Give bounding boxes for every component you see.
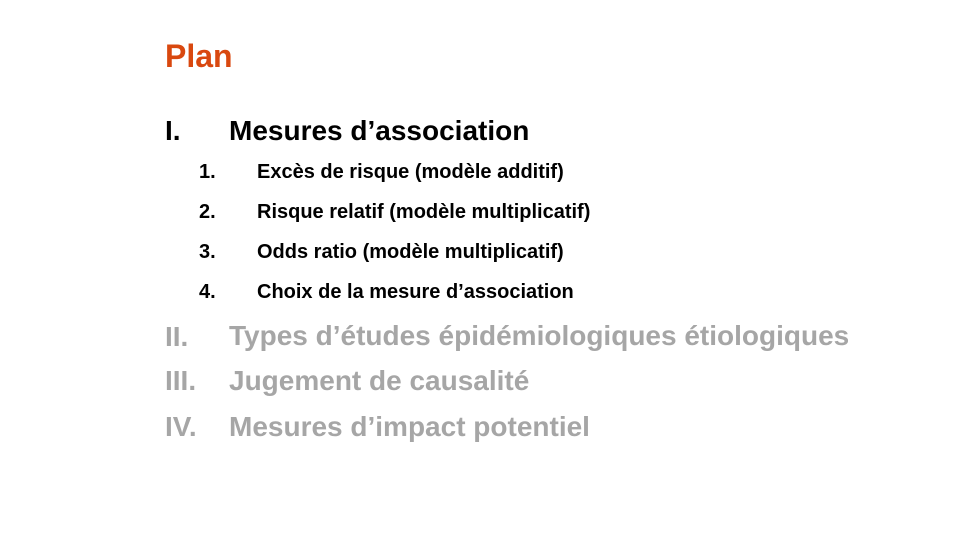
- section-number: I.: [165, 115, 181, 146]
- subsection-number: 3.: [199, 241, 216, 263]
- subsection-number: 1.: [199, 161, 216, 183]
- subsection-list: 1. Excès de risque (modèle additif) 2. R…: [199, 152, 925, 312]
- section-label: Mesures d’impact potentiel: [229, 411, 590, 442]
- section-label: Types d’études épidémiologiques étiologi…: [229, 320, 850, 351]
- subsection-item-3: 3. Odds ratio (modèle multiplicatif): [199, 232, 925, 272]
- subsection-item-1: 1. Excès de risque (modèle additif): [199, 152, 925, 192]
- outline-section-2: II. Types d’études épidémiologiques étio…: [165, 316, 925, 356]
- section-number: IV.: [165, 411, 197, 442]
- outline-section-4: IV. Mesures d’impact potentiel: [165, 406, 925, 448]
- slide-title: Plan: [165, 38, 233, 74]
- outline-section-3: III. Jugement de causalité: [165, 360, 925, 402]
- subsection-number: 2.: [199, 201, 216, 223]
- outline-section-1: I. Mesures d’association 1. Excès de ris…: [165, 110, 925, 312]
- section-number: II.: [165, 321, 189, 352]
- outline-list: I. Mesures d’association 1. Excès de ris…: [165, 110, 925, 448]
- subsection-label: Choix de la mesure d’association: [257, 281, 574, 303]
- subsection-item-4: 4. Choix de la mesure d’association: [199, 272, 925, 312]
- subsection-item-2: 2. Risque relatif (modèle multiplicatif): [199, 192, 925, 232]
- subsection-label: Odds ratio (modèle multiplicatif): [257, 241, 564, 263]
- section-label: Mesures d’association: [229, 115, 530, 146]
- section-number: III.: [165, 365, 197, 396]
- subsection-label: Excès de risque (modèle additif): [257, 161, 564, 183]
- subsection-label: Risque relatif (modèle multiplicatif): [257, 201, 591, 223]
- subsection-number: 4.: [199, 281, 216, 303]
- section-label: Jugement de causalité: [229, 365, 530, 396]
